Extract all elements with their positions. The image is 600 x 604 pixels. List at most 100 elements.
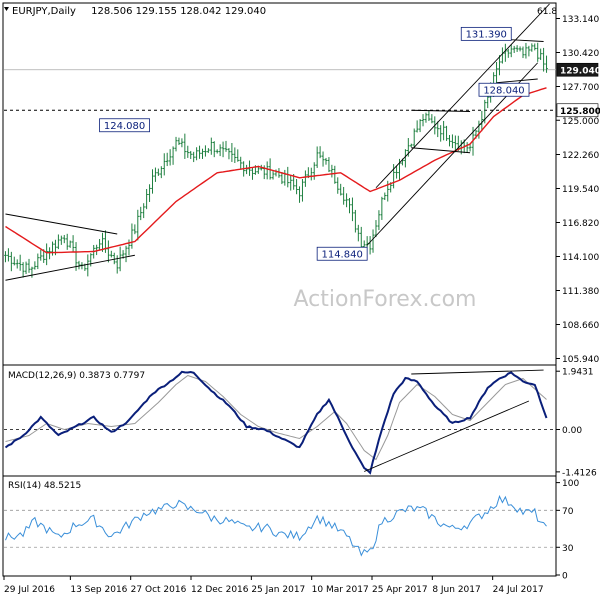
x-axis-tick-label: 29 Jul 2016 <box>4 585 55 595</box>
rsi-axis-tick-label: 30 <box>562 544 574 554</box>
candle <box>301 178 304 202</box>
candle <box>189 150 193 159</box>
candle <box>139 206 143 221</box>
annotation-frame <box>460 26 512 41</box>
candle <box>265 161 269 180</box>
candle <box>421 114 425 127</box>
price-trendline <box>375 3 550 189</box>
annotation-label: 124.080 <box>104 121 145 132</box>
candle <box>39 249 43 261</box>
price-axis-tick-label: 122.260 <box>562 151 599 161</box>
candle <box>439 125 442 142</box>
price-trendline <box>496 78 538 84</box>
candle <box>86 254 90 277</box>
candle <box>127 239 131 256</box>
symbol-arrow-icon <box>4 7 9 11</box>
rsi-axis-tick-label: 100 <box>562 479 579 489</box>
price-trendline <box>411 109 471 112</box>
price-axis-tick-label: 116.820 <box>562 219 599 229</box>
candle <box>336 177 340 194</box>
annotation-label: 131.390 <box>466 29 507 40</box>
x-axis-tick-label: 25 Apr 2017 <box>372 585 428 595</box>
candle <box>236 149 240 162</box>
current-price-tag-bg <box>556 62 599 77</box>
candle <box>4 251 7 263</box>
candle <box>201 148 204 159</box>
x-axis-tick-label: 25 Jan 2017 <box>251 585 305 595</box>
price-trendline <box>411 147 471 154</box>
rsi-axis-tick-label: 70 <box>562 507 574 517</box>
candle <box>395 165 398 179</box>
candle <box>304 170 307 187</box>
candle <box>239 156 243 169</box>
candle <box>512 45 516 53</box>
candle <box>136 209 140 241</box>
annotation-frame <box>99 118 150 133</box>
annotation-label: 128.040 <box>483 85 524 96</box>
macd-layer <box>4 369 556 475</box>
candle <box>451 134 454 149</box>
x-axis-tick-label: 13 Sep 2016 <box>70 585 127 595</box>
candle <box>404 149 407 168</box>
candle <box>383 192 387 201</box>
candle <box>45 243 48 266</box>
candle <box>542 47 545 72</box>
rsi-layer <box>4 494 556 557</box>
price-axis-tick-label: 125.000 <box>562 117 599 127</box>
candle <box>195 147 198 161</box>
candle <box>365 236 369 248</box>
annotation-box: 131.390 <box>460 26 512 41</box>
chart-symbol-label: EURJPY,Daily 128.506 129.155 128.042 129… <box>12 6 266 17</box>
candle <box>118 246 122 272</box>
candle <box>539 48 542 60</box>
candle <box>339 183 342 196</box>
candle <box>168 149 172 166</box>
price-axis-tick-label: 119.540 <box>562 185 599 195</box>
candle <box>174 136 178 152</box>
candle <box>533 43 537 51</box>
candle <box>371 229 375 253</box>
candle <box>315 146 319 168</box>
candle <box>12 256 16 266</box>
candle <box>424 112 428 123</box>
annotation-box: 124.080 <box>99 118 150 133</box>
price-axis-tick-label: 108.660 <box>562 321 599 331</box>
annotation-frame <box>316 246 368 261</box>
candle <box>354 209 357 233</box>
candle <box>112 252 116 265</box>
current-price-tag: 129.040 <box>560 66 600 76</box>
candle <box>271 170 275 180</box>
ohlc-values: 128.506 129.155 128.042 129.040 <box>91 6 266 17</box>
candle <box>160 166 163 179</box>
macd-label: MACD(12,26,9) 0.3873 0.7797 <box>8 371 145 381</box>
candle <box>177 137 181 146</box>
candle <box>298 186 301 203</box>
price-axis-tick-label: 133.140 <box>562 15 599 25</box>
candle <box>71 235 75 253</box>
candle <box>60 235 63 245</box>
candle <box>330 164 334 178</box>
candle <box>268 158 272 180</box>
candle <box>110 250 113 258</box>
candle <box>289 175 293 191</box>
symbol-line: EURJPY,Daily <box>12 6 76 17</box>
candle <box>192 151 195 163</box>
candle <box>171 146 175 165</box>
macd-signal-line <box>5 374 547 461</box>
candle <box>342 186 345 205</box>
rsi-panel <box>2 475 557 577</box>
candle <box>221 141 225 158</box>
candle <box>62 234 66 244</box>
price-trendline <box>5 213 118 235</box>
candle <box>380 196 384 220</box>
price-axis-tick-label: 114.100 <box>562 253 599 263</box>
x-axis-tick-label: 8 Jun 2017 <box>432 585 480 595</box>
candle <box>198 145 201 159</box>
candle <box>348 197 351 214</box>
candle <box>545 55 548 73</box>
rsi-line <box>5 494 547 557</box>
candle <box>180 138 184 148</box>
candle <box>183 133 187 159</box>
annotation-box: 128.040 <box>478 82 530 97</box>
